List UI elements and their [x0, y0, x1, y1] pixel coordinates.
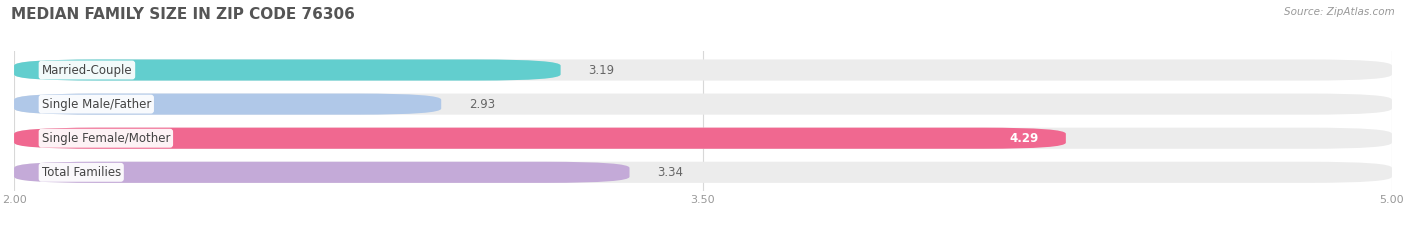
Text: Source: ZipAtlas.com: Source: ZipAtlas.com: [1284, 7, 1395, 17]
FancyBboxPatch shape: [14, 59, 1392, 81]
Text: 4.29: 4.29: [1010, 132, 1038, 145]
Text: Married-Couple: Married-Couple: [42, 64, 132, 76]
FancyBboxPatch shape: [14, 93, 1392, 115]
FancyBboxPatch shape: [14, 162, 1392, 183]
FancyBboxPatch shape: [14, 93, 441, 115]
FancyBboxPatch shape: [14, 128, 1392, 149]
FancyBboxPatch shape: [14, 128, 1066, 149]
Text: MEDIAN FAMILY SIZE IN ZIP CODE 76306: MEDIAN FAMILY SIZE IN ZIP CODE 76306: [11, 7, 356, 22]
Text: 3.19: 3.19: [588, 64, 614, 76]
Text: 2.93: 2.93: [468, 98, 495, 111]
Text: Single Female/Mother: Single Female/Mother: [42, 132, 170, 145]
FancyBboxPatch shape: [14, 59, 561, 81]
Text: 3.34: 3.34: [657, 166, 683, 179]
FancyBboxPatch shape: [14, 162, 630, 183]
Text: Single Male/Father: Single Male/Father: [42, 98, 150, 111]
Text: Total Families: Total Families: [42, 166, 121, 179]
